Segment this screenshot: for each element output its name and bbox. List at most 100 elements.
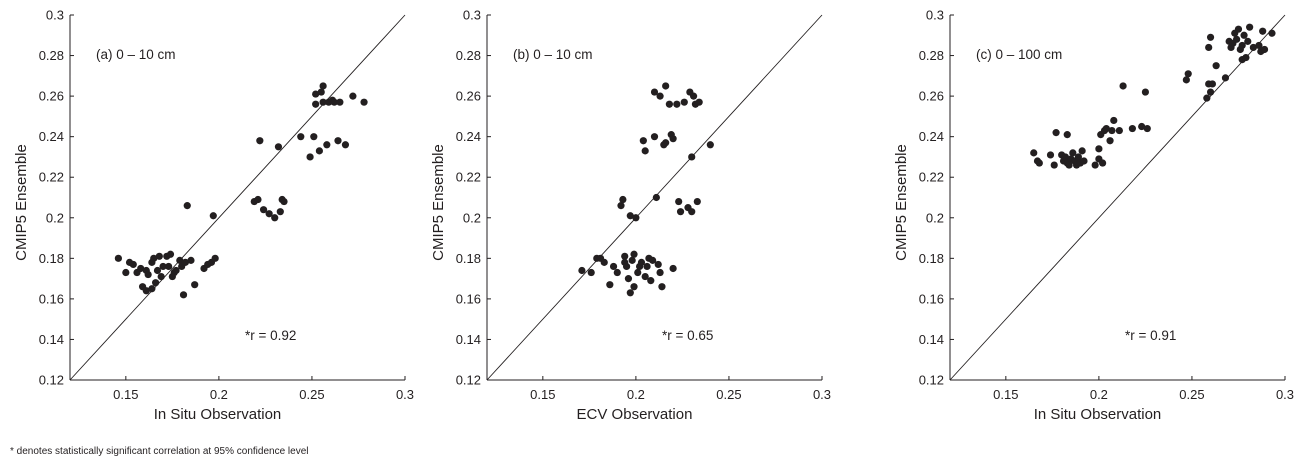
x-tick-label: 0.25 — [1179, 387, 1204, 402]
data-point — [1234, 25, 1243, 33]
data-point — [155, 252, 163, 260]
data-point — [129, 260, 137, 269]
correlation-annotation: *r = 0.92 — [245, 328, 296, 343]
y-tick-label: 0.18 — [456, 251, 481, 266]
data-point — [319, 98, 327, 106]
data-point — [1206, 88, 1215, 96]
data-point — [137, 264, 145, 273]
x-tick-label: 0.15 — [530, 387, 555, 402]
data-point — [1115, 126, 1123, 135]
y-tick-label: 0.3 — [46, 8, 64, 23]
data-point — [191, 281, 199, 289]
data-point — [165, 262, 173, 271]
data-point — [1080, 157, 1088, 165]
data-point — [209, 212, 217, 220]
correlation-annotation: *r = 0.91 — [1125, 328, 1176, 343]
data-point — [628, 256, 636, 264]
data-point — [312, 90, 320, 98]
data-point — [271, 214, 279, 222]
data-point — [1242, 53, 1250, 62]
y-tick-label: 0.14 — [919, 332, 944, 347]
data-point — [114, 254, 122, 262]
data-point — [306, 153, 314, 161]
data-point — [680, 98, 688, 106]
data-point — [1063, 131, 1071, 139]
y-tick-label: 0.14 — [456, 332, 481, 347]
data-point — [142, 287, 150, 295]
data-point — [159, 262, 167, 271]
x-tick-label: 0.25 — [716, 387, 741, 402]
data-point — [1119, 82, 1127, 90]
data-point — [254, 195, 262, 204]
data-point — [176, 256, 184, 264]
data-point — [276, 208, 284, 216]
data-point — [1128, 124, 1136, 133]
scatter-panel-1: 0.12 0.14 0.16 0.18 0.2 0.22 0.24 0.26 0.28 0.3 0.… — [13, 8, 414, 424]
footnote: * denotes statistically significant corr… — [10, 446, 309, 457]
y-tick-label: 0.26 — [919, 89, 944, 104]
data-point — [1208, 80, 1217, 88]
data-point — [650, 88, 659, 96]
data-point — [148, 285, 156, 293]
data-point — [673, 100, 681, 108]
scatter-panel-2: 0.12 0.14 0.16 0.18 0.2 0.22 0.24 0.26 0.28 0.3 0.… — [430, 8, 831, 424]
data-point — [626, 289, 634, 297]
data-point — [1260, 45, 1269, 54]
data-point — [662, 82, 670, 90]
data-point — [1138, 122, 1146, 131]
data-point — [179, 291, 188, 299]
x-tick-label: 0.25 — [299, 387, 324, 402]
data-point — [330, 98, 338, 106]
y-tick-label: 0.3 — [926, 8, 944, 23]
data-point — [656, 92, 664, 100]
data-point — [669, 135, 677, 143]
x-tick-label: 0.15 — [993, 387, 1018, 402]
panel-label: (a) 0 – 10 cm — [96, 47, 176, 62]
y-axis-label: CMIP5 Ensemble — [430, 144, 447, 261]
data-point — [634, 268, 642, 277]
data-point — [617, 202, 625, 210]
data-point — [639, 137, 647, 145]
data-point — [1074, 153, 1083, 161]
data-point — [211, 254, 219, 262]
data-point — [1108, 126, 1116, 135]
data-point — [619, 195, 627, 204]
data-point — [1030, 149, 1038, 157]
y-tick-label: 0.14 — [39, 332, 64, 347]
data-point — [1102, 124, 1110, 133]
data-point — [578, 266, 586, 275]
data-point — [1141, 88, 1150, 96]
y-tick-label: 0.16 — [919, 291, 944, 306]
data-point — [665, 100, 673, 108]
data-point — [689, 92, 698, 100]
data-point — [1061, 153, 1069, 161]
data-point — [624, 275, 633, 283]
panel-label: (c) 0 – 100 cm — [976, 47, 1062, 62]
data-point — [274, 143, 283, 151]
data-point — [675, 197, 683, 206]
data-point — [669, 264, 677, 273]
y-tick-label: 0.24 — [39, 129, 64, 144]
x-tick-label: 0.2 — [210, 387, 228, 402]
data-point — [172, 266, 180, 275]
y-axis-label: CMIP5 Ensemble — [893, 144, 910, 261]
data-point — [600, 258, 608, 266]
data-point — [647, 277, 655, 285]
y-tick-label: 0.16 — [456, 291, 481, 306]
data-point — [1268, 29, 1276, 37]
y-tick-label: 0.28 — [39, 48, 64, 63]
data-point — [360, 98, 368, 106]
y-tick-label: 0.22 — [919, 170, 944, 185]
x-tick-label: 0.2 — [627, 387, 645, 402]
scatter-panel-3: 0.12 0.14 0.16 0.18 0.2 0.22 0.24 0.26 0.28 0.3 0.… — [893, 8, 1294, 424]
y-tick-label: 0.26 — [39, 89, 64, 104]
data-point — [621, 252, 629, 260]
data-point — [1110, 116, 1118, 125]
one-to-one-line — [69, 14, 406, 381]
data-point — [706, 141, 714, 149]
data-point — [652, 193, 660, 202]
y-tick-label: 0.12 — [456, 373, 481, 388]
data-point — [256, 137, 264, 145]
data-point — [1069, 149, 1077, 157]
